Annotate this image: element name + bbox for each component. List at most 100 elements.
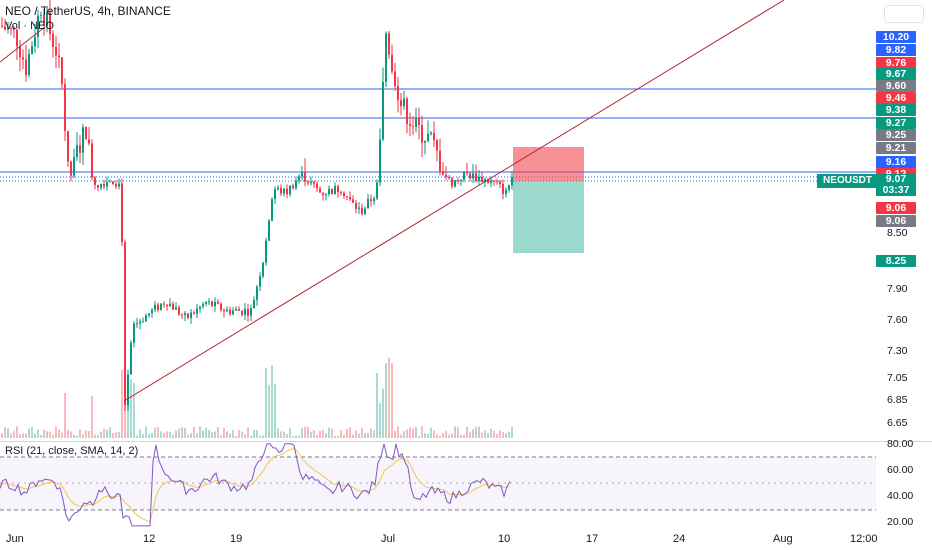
- symbol-title[interactable]: NEO / TetherUS, 4h, BINANCE: [5, 4, 171, 18]
- volume-bar: [151, 432, 153, 438]
- candle-body: [136, 323, 138, 325]
- candle-body: [496, 180, 498, 182]
- price-tag: 9.67: [876, 68, 916, 80]
- volume-bar: [319, 430, 321, 438]
- volume-bar: [70, 431, 72, 438]
- candle-body: [151, 309, 153, 314]
- candle-body: [106, 182, 108, 187]
- time-tick-label: 19: [230, 533, 243, 545]
- volume-bar: [352, 434, 354, 438]
- volume-bar: [322, 429, 324, 438]
- volume-bar: [136, 435, 138, 438]
- volume-bar: [61, 432, 63, 438]
- candle-body: [241, 310, 243, 315]
- take-profit-zone[interactable]: [513, 181, 584, 253]
- volume-bar: [88, 431, 90, 438]
- candle-body: [160, 303, 162, 310]
- candle-body: [307, 181, 309, 184]
- candle-body: [403, 98, 405, 106]
- volume-bar: [265, 367, 267, 438]
- volume-bar: [247, 427, 249, 438]
- rsi-pane[interactable]: [0, 442, 932, 528]
- candle-body: [400, 100, 402, 106]
- candle-body: [310, 181, 312, 184]
- candle-body: [349, 196, 351, 200]
- time-tick-label: 17: [586, 533, 599, 545]
- candle-body: [139, 321, 141, 324]
- candle-body: [451, 178, 453, 187]
- trendline-main[interactable]: [123, 0, 785, 402]
- volume-bar: [382, 388, 384, 438]
- candle-body: [130, 342, 132, 375]
- price-tick-label: 7.05: [887, 372, 908, 384]
- time-axis[interactable]: Jun 12 19 Jul 10 17 24 Aug 12:00: [0, 528, 932, 550]
- price-tag: 8.25: [876, 255, 916, 267]
- pane-divider[interactable]: [0, 441, 932, 442]
- volume-bar: [121, 369, 123, 438]
- candle-body: [460, 179, 462, 181]
- candle-body: [82, 127, 84, 153]
- price-tick-label: 7.30: [887, 345, 908, 357]
- candle-body: [226, 309, 228, 312]
- candle-body: [115, 183, 117, 187]
- candle-body: [100, 184, 102, 188]
- volume-bar: [16, 426, 18, 438]
- candle-body: [247, 308, 249, 316]
- volume-bar: [229, 433, 231, 438]
- volume-bar: [73, 434, 75, 438]
- price-axis-settings-button[interactable]: [884, 5, 924, 23]
- candle-body: [244, 308, 246, 315]
- candle-body: [91, 143, 93, 178]
- volume-bar: [367, 432, 369, 438]
- volume-bar: [217, 427, 219, 438]
- candle-body: [199, 306, 201, 309]
- volume-bar: [406, 429, 408, 438]
- volume-bar: [298, 435, 300, 438]
- volume-bar: [160, 431, 162, 438]
- volume-legend[interactable]: Vol · NEO: [5, 20, 54, 32]
- price-tag: 9.38: [876, 104, 916, 116]
- candle-body: [208, 301, 210, 303]
- candle-body: [148, 313, 150, 316]
- stop-loss-zone[interactable]: [513, 147, 584, 181]
- candle-body: [67, 130, 69, 162]
- volume-bar: [343, 435, 345, 438]
- volume-bar: [364, 432, 366, 438]
- candle-body: [268, 220, 270, 241]
- candle-body: [178, 307, 180, 315]
- volume-bar: [166, 431, 168, 438]
- candle-body: [274, 189, 276, 200]
- volume-bar: [112, 432, 114, 438]
- volume-bar: [1, 433, 3, 438]
- candle-body: [373, 198, 375, 202]
- candle-body: [490, 180, 492, 183]
- candle-body: [13, 28, 15, 30]
- volume-bar: [157, 427, 159, 438]
- candle-body: [16, 29, 18, 47]
- volume-bar: [76, 435, 78, 438]
- candle-body: [121, 183, 123, 243]
- candle-body: [250, 308, 252, 316]
- price-tag: 9.27: [876, 117, 916, 129]
- volume-bar: [499, 430, 501, 438]
- price-tag: 9.21: [876, 142, 916, 154]
- candle-body: [25, 59, 27, 76]
- candle-body: [235, 309, 237, 311]
- volume-bar: [283, 431, 285, 438]
- candle-body: [343, 192, 345, 197]
- rsi-legend[interactable]: RSI (21, close, SMA, 14, 2): [5, 445, 139, 457]
- candle-body: [184, 313, 186, 316]
- volume-bar: [262, 435, 264, 438]
- volume-bar: [388, 357, 390, 438]
- candle-body: [322, 192, 324, 196]
- volume-bar: [127, 403, 129, 438]
- volume-bar: [316, 435, 318, 438]
- price-chart[interactable]: [0, 0, 932, 441]
- volume-bar: [97, 435, 99, 438]
- volume-bar: [457, 427, 459, 438]
- trendline-top-left[interactable]: [0, 26, 46, 63]
- candle-body: [415, 118, 417, 127]
- volume-bar: [334, 435, 336, 438]
- volume-bar: [490, 428, 492, 438]
